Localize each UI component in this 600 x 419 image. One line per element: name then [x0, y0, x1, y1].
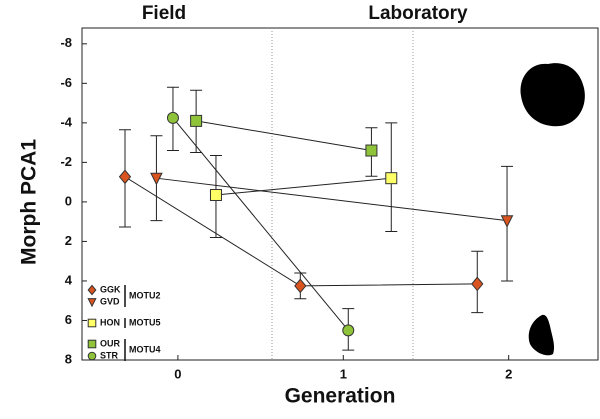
legend-group-label: MOTU5: [129, 317, 161, 327]
y-tick-label: 2: [65, 233, 72, 248]
legend-label: STR: [100, 350, 119, 360]
legend-label: HON: [100, 317, 120, 327]
y-tick-label: 0: [65, 193, 72, 208]
y-tick-label: -8: [60, 35, 72, 50]
section-label: Laboratory: [368, 3, 468, 24]
legend-group-label: MOTU4: [129, 344, 161, 354]
legend-label: GVD: [100, 296, 120, 306]
data-point: [500, 215, 514, 228]
data-point: [342, 324, 355, 337]
y-tick-label: 6: [65, 312, 72, 327]
x-axis-label: Generation: [285, 385, 396, 408]
data-point: [209, 188, 222, 201]
series-line: [156, 177, 508, 222]
morph-silhouette: [528, 314, 555, 356]
section-label: Field: [142, 3, 186, 24]
series-line: [215, 177, 392, 196]
y-axis-label: Morph PCA1: [18, 139, 41, 265]
x-tick-label: 0: [174, 366, 181, 381]
series-line: [196, 120, 372, 152]
legend-marker: [87, 318, 97, 328]
data-point: [166, 111, 179, 124]
legend-marker: [87, 339, 97, 349]
data-point: [118, 169, 132, 185]
data-point: [294, 278, 307, 294]
plot-frame: [81, 27, 599, 361]
legend-label: OUR: [100, 338, 121, 348]
y-tick-label: 8: [65, 351, 72, 366]
x-tick-label: 1: [340, 366, 347, 381]
morph-silhouette: [520, 63, 585, 127]
y-tick-label: -6: [60, 75, 72, 90]
series-line: [124, 176, 478, 287]
y-tick-label: 4: [65, 272, 73, 287]
data-point: [150, 172, 163, 186]
legend-label: GGK: [100, 284, 121, 294]
legend-marker: [87, 284, 97, 296]
data-point: [365, 144, 378, 157]
legend-marker: [87, 351, 97, 361]
data-point: [190, 114, 203, 127]
y-tick-label: -4: [60, 114, 72, 129]
legend-group-label: MOTU2: [129, 290, 161, 300]
data-point: [385, 172, 398, 185]
x-tick-label: 2: [505, 366, 512, 381]
legend-marker: [87, 298, 97, 308]
series-line: [172, 117, 349, 331]
y-tick-label: -2: [60, 154, 72, 169]
data-point: [471, 276, 484, 292]
